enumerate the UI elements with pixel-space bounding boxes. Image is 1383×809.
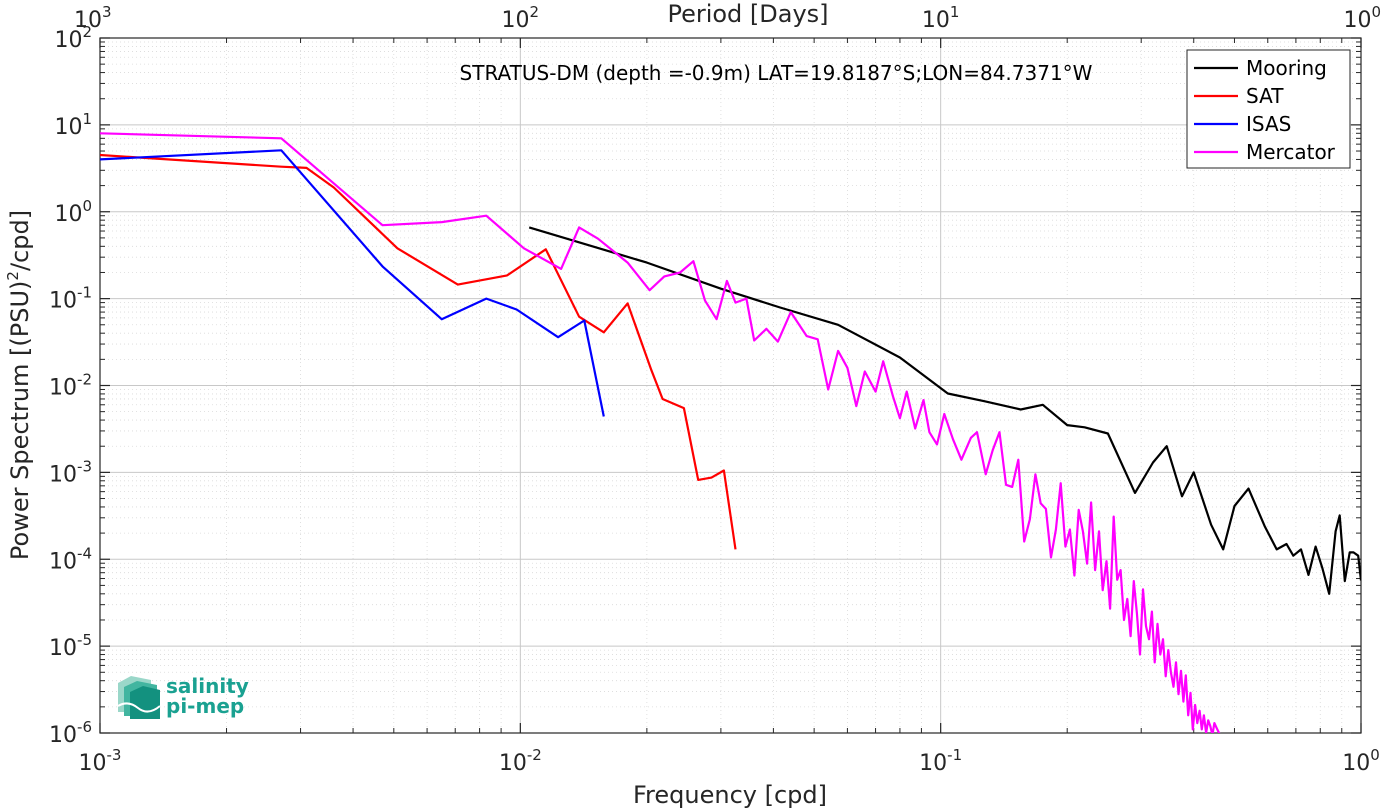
y-tick-label-exponent: -3 (77, 457, 92, 475)
y-tick-label-exponent: -2 (77, 371, 92, 389)
y-tick-label: 10-4 (49, 544, 92, 574)
x-axis-title: Frequency [cpd] (633, 781, 827, 809)
x-tick-label-base: 10 (79, 751, 107, 776)
top-tick-label-base: 10 (1343, 8, 1371, 33)
top-tick-label-base: 10 (922, 8, 950, 33)
legend-box (1186, 49, 1351, 169)
y-tick-label-base: 10 (54, 115, 82, 140)
y-tick-label: 100 (54, 197, 92, 227)
x-tick-label-exponent: 0 (1370, 746, 1380, 764)
top-tick-label: 101 (922, 3, 960, 33)
y-tick-label: 10-2 (49, 371, 92, 401)
legend-label-isas: ISAS (1246, 112, 1291, 136)
y-tick-label: 10-6 (49, 718, 92, 748)
legend-label-mooring: Mooring (1246, 56, 1327, 80)
top-axis-title: Period [Days] (667, 0, 828, 28)
legend-items: Mooring SAT ISAS Mercator (1194, 56, 1336, 164)
y-tick-label-base: 10 (49, 549, 77, 574)
legend-label-sat: SAT (1246, 84, 1284, 108)
x-tick-label-exponent: -3 (107, 746, 122, 764)
y-tick-label-exponent: 0 (82, 197, 92, 215)
y-tick-label-base: 10 (49, 636, 77, 661)
legend: Mooring SAT ISAS Mercator (1186, 49, 1351, 169)
y-tick-label-base: 10 (49, 462, 77, 487)
logo-mark-icon (117, 676, 161, 719)
top-tick-label: 100 (1343, 3, 1381, 33)
series-line-mooring (528, 226, 1361, 595)
x-tick-label: 10-3 (79, 746, 122, 776)
y-tick-label: 10-1 (49, 284, 92, 314)
y-tick-label: 101 (54, 110, 92, 140)
y-tick-label: 10-3 (49, 457, 92, 487)
x-tick-label: 10-2 (499, 746, 542, 776)
legend-label-mercator: Mercator (1246, 140, 1336, 164)
top-tick-label-exponent: 3 (102, 3, 112, 21)
y-tick-label-exponent: 1 (82, 110, 92, 128)
x-tick-label-exponent: -2 (527, 746, 542, 764)
x-tick-label-base: 10 (1342, 751, 1370, 776)
tick-label-layer: 10-3 10-2 10-1 10010210110010-110-210-310-4… (49, 3, 1381, 776)
series-line-mercator (100, 132, 1221, 733)
y-tick-label-base: 10 (49, 289, 77, 314)
top-tick-label: 103 (74, 3, 112, 33)
series-line-sat (100, 153, 737, 550)
y-axis-title-main: Power Spectrum [(PSU) (6, 281, 34, 560)
y-tick-label-exponent: -4 (77, 544, 92, 562)
y-tick-label-exponent: -5 (77, 631, 92, 649)
logo-line-2: pi-mep (166, 694, 244, 718)
top-tick-label-exponent: 2 (530, 3, 540, 21)
axes-layer (99, 37, 1362, 734)
x-tick-label-base: 10 (499, 751, 527, 776)
y-tick-label: 10-5 (49, 631, 92, 661)
top-tick-label-exponent: 1 (950, 3, 960, 21)
series-line-isas (100, 149, 605, 417)
top-tick-label-exponent: 0 (1371, 3, 1381, 21)
x-tick-label: 10-1 (919, 746, 962, 776)
x-tick-label: 100 (1342, 746, 1380, 776)
y-axis-title-superscript: 2 (4, 271, 22, 281)
y-axis-title: Power Spectrum [(PSU)2/cpd] (4, 210, 34, 560)
y-tick-label-exponent: -1 (77, 284, 92, 302)
top-tick-label-base: 10 (74, 8, 102, 33)
grid-layer (99, 37, 1362, 734)
y-tick-label-base: 10 (49, 723, 77, 748)
logo-line-1: salinity (166, 674, 249, 698)
y-axis-title-unit: /cpd] (6, 210, 34, 271)
y-tick-label-exponent: -6 (77, 718, 92, 736)
y-tick-label: 102 (54, 23, 92, 53)
top-tick-label: 102 (502, 3, 540, 33)
y-tick-label-exponent: 2 (82, 23, 92, 41)
y-tick-label-base: 10 (54, 28, 82, 53)
x-tick-label-exponent: -1 (947, 746, 962, 764)
chart-title: STRATUS-DM (depth =-0.9m) LAT=19.8187°S;… (460, 61, 1093, 85)
top-tick-label-base: 10 (502, 8, 530, 33)
x-tick-label-base: 10 (919, 751, 947, 776)
y-tick-label-base: 10 (49, 376, 77, 401)
y-tick-label-base: 10 (54, 202, 82, 227)
salinity-pi-mep-logo: salinity pi-mep (117, 674, 249, 719)
series-layer (100, 132, 1361, 733)
